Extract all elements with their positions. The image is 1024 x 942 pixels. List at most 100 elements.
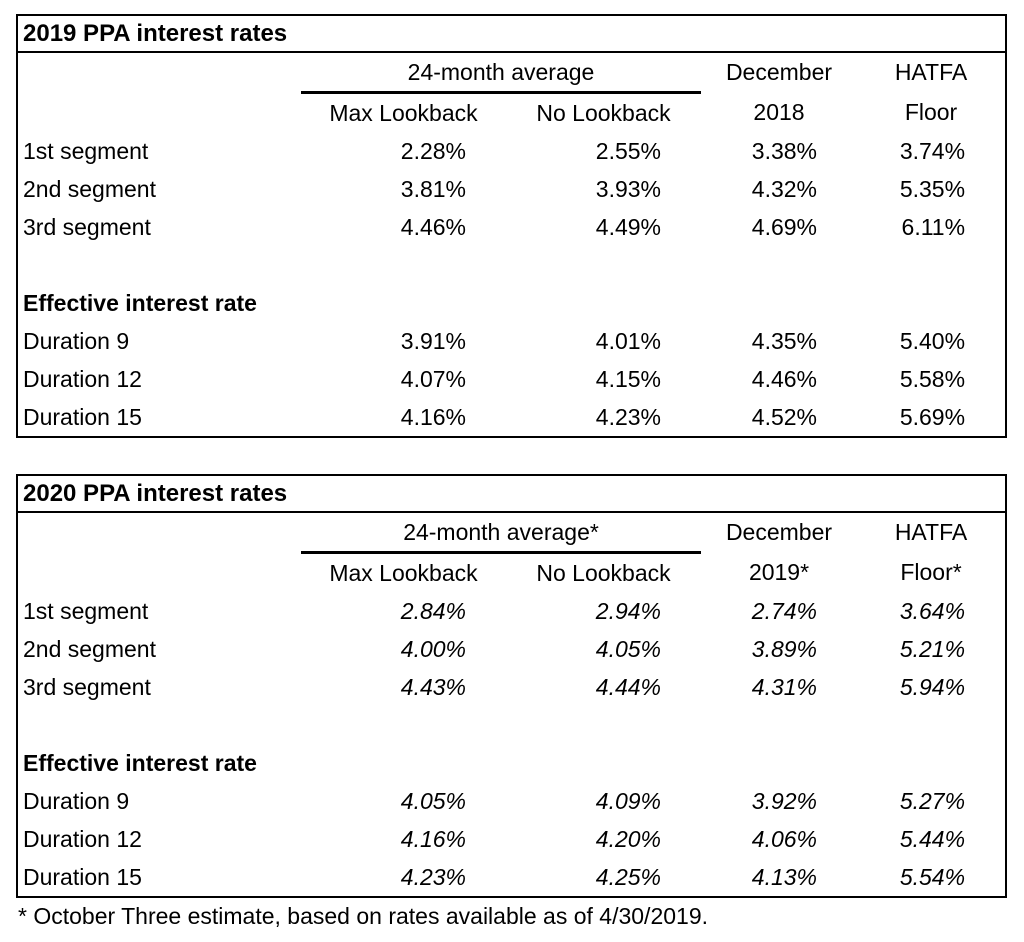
rate-value: 4.25% — [595, 863, 661, 890]
column-group-header-24mo: 24-month average — [301, 52, 701, 94]
rate-value: 4.13% — [751, 863, 817, 890]
column-header-no-lookback: No Lookback — [536, 99, 671, 126]
rate-value: 4.23% — [400, 863, 466, 890]
table-row-duration-9: Duration 9 4.05% 4.09% 3.92% 5.27% — [17, 782, 1006, 820]
rate-value: 3.91% — [400, 327, 466, 354]
ppa-2020-table: 2020 PPA interest rates 24-month average… — [16, 474, 1008, 898]
rate-value: 2.28% — [400, 137, 466, 164]
column-subheader-row: Max Lookback No Lookback 2018 Floor — [17, 93, 1006, 133]
table-row-1st-segment: 1st segment 2.28% 2.55% 3.38% 3.74% — [17, 132, 1006, 170]
section-header: Effective interest rate — [23, 749, 257, 776]
rate-value: 4.43% — [400, 673, 466, 700]
column-group-row: 24-month average* December HATFA — [17, 512, 1006, 554]
table-title: 2020 PPA interest rates — [17, 475, 1007, 513]
rate-value: 5.69% — [899, 403, 966, 430]
column-group-header-24mo: 24-month average* — [301, 512, 701, 554]
rate-value: 4.44% — [595, 673, 661, 700]
rate-value: 5.54% — [899, 863, 966, 890]
rate-value: 4.15% — [595, 365, 661, 392]
table-row-duration-12: Duration 12 4.16% 4.20% 4.06% 5.44% — [17, 820, 1006, 858]
rate-value: 5.35% — [899, 175, 966, 202]
column-header-no-lookback: No Lookback — [536, 559, 671, 586]
rate-value: 4.46% — [751, 365, 817, 392]
section-header-row: Effective interest rate — [17, 744, 1006, 782]
rate-value: 2.84% — [400, 597, 466, 624]
table-row-duration-12: Duration 12 4.07% 4.15% 4.46% 5.58% — [17, 360, 1006, 398]
rate-value: 5.94% — [899, 673, 966, 700]
rate-value: 3.64% — [899, 597, 966, 624]
rate-value: 5.21% — [899, 635, 966, 662]
rate-value: 4.52% — [751, 403, 817, 430]
column-header-hatfa: HATFA — [894, 59, 968, 86]
column-header-max-lookback: Max Lookback — [329, 99, 478, 126]
row-label: Duration 9 — [23, 327, 130, 354]
column-header-floor: Floor* — [900, 558, 962, 585]
empty-cell — [17, 706, 1006, 744]
rate-value: 4.00% — [400, 635, 466, 662]
rate-value: 4.32% — [751, 175, 817, 202]
row-label: 1st segment — [23, 137, 149, 164]
rate-value: 3.89% — [751, 635, 817, 662]
empty-cell — [17, 246, 1006, 284]
rate-value: 4.01% — [595, 327, 661, 354]
rate-value: 4.07% — [400, 365, 466, 392]
rate-value: 5.44% — [899, 825, 966, 852]
table-row-2nd-segment: 2nd segment 4.00% 4.05% 3.89% 5.21% — [17, 630, 1006, 668]
table-row-3rd-segment: 3rd segment 4.43% 4.44% 4.31% 5.94% — [17, 668, 1006, 706]
table-title: 2019 PPA interest rates — [17, 15, 1007, 53]
rate-value: 3.74% — [899, 137, 966, 164]
rate-value: 3.92% — [751, 787, 817, 814]
section-header: Effective interest rate — [23, 289, 257, 316]
empty-cell — [17, 93, 301, 133]
row-label: 2nd segment — [23, 635, 156, 662]
row-label: Duration 12 — [23, 825, 142, 852]
empty-cell — [17, 512, 301, 553]
column-header-december: December — [725, 519, 833, 546]
row-label: 3rd segment — [23, 213, 151, 240]
rate-value: 4.20% — [595, 825, 661, 852]
table-row-duration-15: Duration 15 4.16% 4.23% 4.52% 5.69% — [17, 398, 1006, 437]
table-row-1st-segment: 1st segment 2.84% 2.94% 2.74% 3.64% — [17, 592, 1006, 630]
row-label: Duration 15 — [23, 863, 142, 890]
rate-value: 4.16% — [400, 403, 466, 430]
column-header-december: December — [725, 59, 833, 86]
table-row-duration-15: Duration 15 4.23% 4.25% 4.13% 5.54% — [17, 858, 1006, 897]
rate-value: 3.38% — [751, 137, 817, 164]
row-label: Duration 12 — [23, 365, 142, 392]
rate-value: 2.74% — [751, 597, 817, 624]
rate-value: 4.23% — [595, 403, 661, 430]
ppa-2019-table: 2019 PPA interest rates 24-month average… — [16, 14, 1008, 438]
rate-value: 4.06% — [751, 825, 817, 852]
rate-value: 4.35% — [751, 327, 817, 354]
rate-value: 4.31% — [751, 673, 817, 700]
row-label: 1st segment — [23, 597, 149, 624]
rate-value: 6.11% — [901, 213, 966, 240]
row-label: 3rd segment — [23, 673, 151, 700]
rate-value: 2.55% — [595, 137, 661, 164]
column-header-floor: Floor — [904, 98, 958, 125]
rate-value: 4.69% — [751, 213, 817, 240]
empty-cell — [17, 553, 301, 593]
table-title-row: 2019 PPA interest rates — [17, 15, 1007, 53]
spacer-row — [17, 706, 1006, 744]
footnote: * October Three estimate, based on rates… — [18, 903, 708, 929]
spacer-row — [17, 246, 1006, 284]
table-row-duration-9: Duration 9 3.91% 4.01% 4.35% 5.40% — [17, 322, 1006, 360]
column-header-hatfa: HATFA — [894, 519, 968, 546]
column-group-row: 24-month average December HATFA — [17, 52, 1006, 94]
rate-value: 4.16% — [400, 825, 466, 852]
empty-cell — [17, 52, 301, 93]
rate-value: 2.94% — [595, 597, 661, 624]
rate-value: 5.58% — [899, 365, 966, 392]
rate-value: 4.05% — [400, 787, 466, 814]
section-header-row: Effective interest rate — [17, 284, 1006, 322]
row-label: Duration 15 — [23, 403, 142, 430]
rate-value: 5.40% — [899, 327, 966, 354]
row-label: Duration 9 — [23, 787, 130, 814]
rate-value: 4.05% — [595, 635, 661, 662]
rate-value: 4.09% — [595, 787, 661, 814]
table-row-2nd-segment: 2nd segment 3.81% 3.93% 4.32% 5.35% — [17, 170, 1006, 208]
table-row-3rd-segment: 3rd segment 4.46% 4.49% 4.69% 6.11% — [17, 208, 1006, 246]
column-subheader-row: Max Lookback No Lookback 2019* Floor* — [17, 553, 1006, 593]
rate-value: 5.27% — [899, 787, 966, 814]
